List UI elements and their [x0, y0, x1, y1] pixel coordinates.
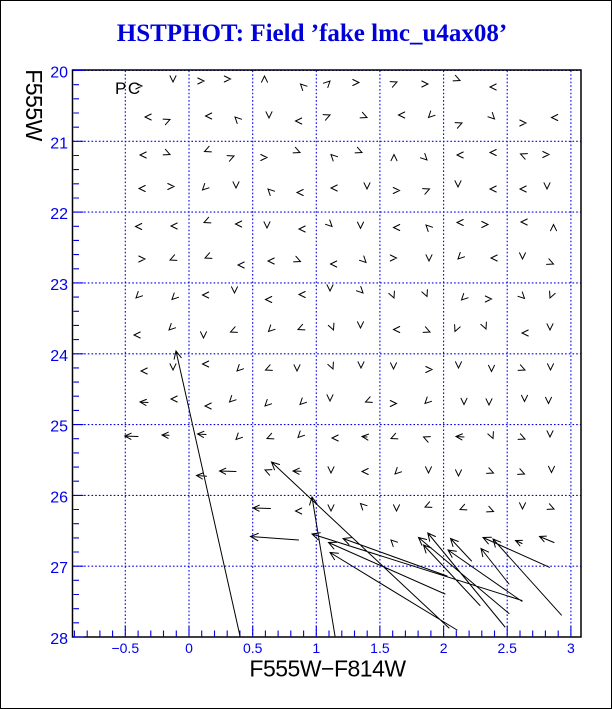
svg-text:23: 23	[50, 277, 68, 294]
svg-text:28: 28	[50, 631, 68, 648]
svg-text:22: 22	[50, 206, 68, 223]
svg-text:1.5: 1.5	[370, 640, 390, 656]
svg-text:2: 2	[440, 640, 448, 656]
svg-text:0: 0	[185, 640, 193, 656]
svg-text:24: 24	[50, 348, 68, 365]
svg-text:27: 27	[50, 560, 68, 577]
svg-text:2.5: 2.5	[497, 640, 517, 656]
svg-text:HSTPHOT: Field ’fake lmc_u4ax0: HSTPHOT: Field ’fake lmc_u4ax08’	[117, 20, 508, 47]
svg-text:−0.5: −0.5	[111, 640, 139, 656]
svg-text:20: 20	[50, 65, 68, 82]
svg-text:1: 1	[312, 640, 320, 656]
svg-text:21: 21	[50, 135, 68, 152]
svg-text:26: 26	[50, 489, 68, 506]
svg-text:25: 25	[50, 419, 68, 436]
svg-text:PC: PC	[115, 79, 142, 98]
svg-text:0.5: 0.5	[243, 640, 263, 656]
svg-text:F555W−F814W: F555W−F814W	[249, 656, 406, 682]
svg-text:3: 3	[567, 640, 575, 656]
svg-text:F555W: F555W	[21, 69, 47, 141]
